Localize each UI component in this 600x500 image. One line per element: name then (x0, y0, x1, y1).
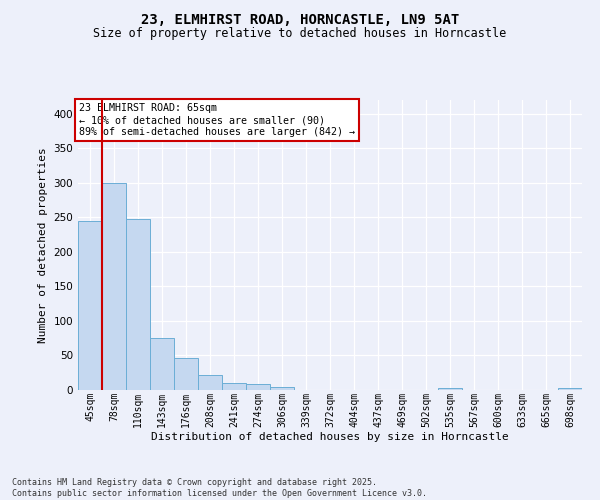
Bar (78, 221, 102, 390)
Text: 23, ELMHIRST ROAD, HORNCASTLE, LN9 5AT: 23, ELMHIRST ROAD, HORNCASTLE, LN9 5AT (141, 12, 459, 26)
Text: Contains HM Land Registry data © Crown copyright and database right 2025.
Contai: Contains HM Land Registry data © Crown c… (12, 478, 427, 498)
Bar (150, 338, 174, 390)
Bar (246, 384, 270, 390)
Text: Size of property relative to detached houses in Horncastle: Size of property relative to detached ho… (94, 28, 506, 40)
Bar (438, 388, 462, 390)
Y-axis label: Number of detached properties: Number of detached properties (38, 147, 48, 343)
Bar (198, 375, 222, 390)
Bar (558, 388, 582, 390)
Bar (222, 383, 246, 390)
Bar (126, 219, 150, 390)
Bar (102, 183, 126, 390)
Text: 23 ELMHIRST ROAD: 65sqm
← 10% of detached houses are smaller (90)
89% of semi-de: 23 ELMHIRST ROAD: 65sqm ← 10% of detache… (79, 104, 355, 136)
Bar (270, 386, 294, 390)
Bar (174, 358, 198, 390)
X-axis label: Distribution of detached houses by size in Horncastle: Distribution of detached houses by size … (151, 432, 509, 442)
